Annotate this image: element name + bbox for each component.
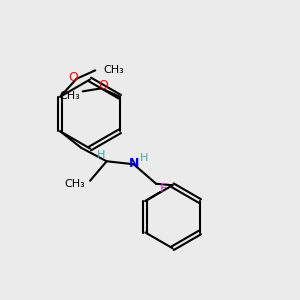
Text: CH₃: CH₃ bbox=[59, 91, 80, 101]
Text: N: N bbox=[129, 157, 140, 170]
Text: CH₃: CH₃ bbox=[65, 179, 85, 189]
Text: H: H bbox=[140, 153, 148, 163]
Text: F: F bbox=[160, 182, 167, 196]
Text: H: H bbox=[97, 150, 105, 160]
Text: CH₃: CH₃ bbox=[103, 65, 124, 75]
Text: O: O bbox=[98, 79, 108, 92]
Text: O: O bbox=[68, 71, 78, 84]
